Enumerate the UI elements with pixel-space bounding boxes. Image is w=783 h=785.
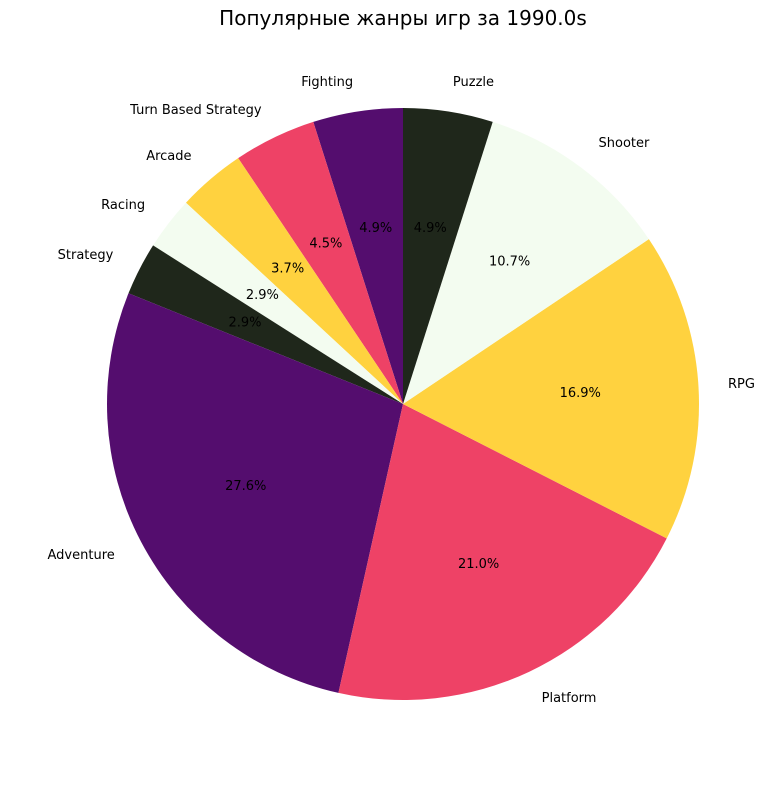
slice-label-racing: Racing bbox=[101, 198, 145, 213]
slice-pct-shooter: 10.7% bbox=[489, 254, 530, 269]
slice-label-shooter: Shooter bbox=[599, 136, 650, 151]
slice-label-puzzle: Puzzle bbox=[453, 75, 494, 90]
pie-slices bbox=[107, 108, 700, 700]
slice-pct-rpg: 16.9% bbox=[560, 386, 601, 401]
slice-pct-platform: 21.0% bbox=[458, 557, 499, 572]
slice-pct-strategy: 2.9% bbox=[228, 315, 261, 330]
pie-slice-arcade bbox=[185, 158, 403, 404]
pie-slice-shooter bbox=[403, 121, 649, 405]
slice-label-platform: Platform bbox=[542, 691, 597, 706]
slice-label-turn-based-strategy: Turn Based Strategy bbox=[129, 103, 262, 118]
pie-slice-fighting bbox=[313, 108, 403, 404]
pie-slice-turn-based-strategy bbox=[238, 121, 403, 405]
slice-pct-fighting: 4.9% bbox=[359, 221, 392, 236]
slice-label-rpg: RPG bbox=[728, 377, 755, 392]
chart-title: Популярные жанры игр за 1990.0s bbox=[219, 6, 587, 30]
pie-slice-strategy bbox=[128, 245, 404, 404]
pie-slice-platform bbox=[338, 404, 667, 700]
slice-pct-puzzle: 4.9% bbox=[414, 221, 447, 236]
slice-pct-racing: 2.9% bbox=[246, 288, 279, 303]
slice-pct-turn-based-strategy: 4.5% bbox=[309, 237, 342, 252]
pie-slice-adventure bbox=[107, 293, 404, 693]
pie-labels: Fighting 4.9% Turn Based Strategy 4.5% Arcad… bbox=[48, 75, 755, 706]
pie-slice-racing bbox=[153, 202, 403, 404]
slice-label-arcade: Arcade bbox=[146, 149, 191, 164]
slice-label-fighting: Fighting bbox=[301, 75, 353, 90]
slice-pct-arcade: 3.7% bbox=[271, 261, 304, 276]
slice-label-strategy: Strategy bbox=[58, 248, 114, 263]
pie-slice-puzzle bbox=[403, 108, 493, 404]
slice-label-adventure: Adventure bbox=[48, 548, 115, 563]
pie-slice-rpg bbox=[403, 239, 700, 539]
slice-pct-adventure: 27.6% bbox=[225, 479, 266, 494]
